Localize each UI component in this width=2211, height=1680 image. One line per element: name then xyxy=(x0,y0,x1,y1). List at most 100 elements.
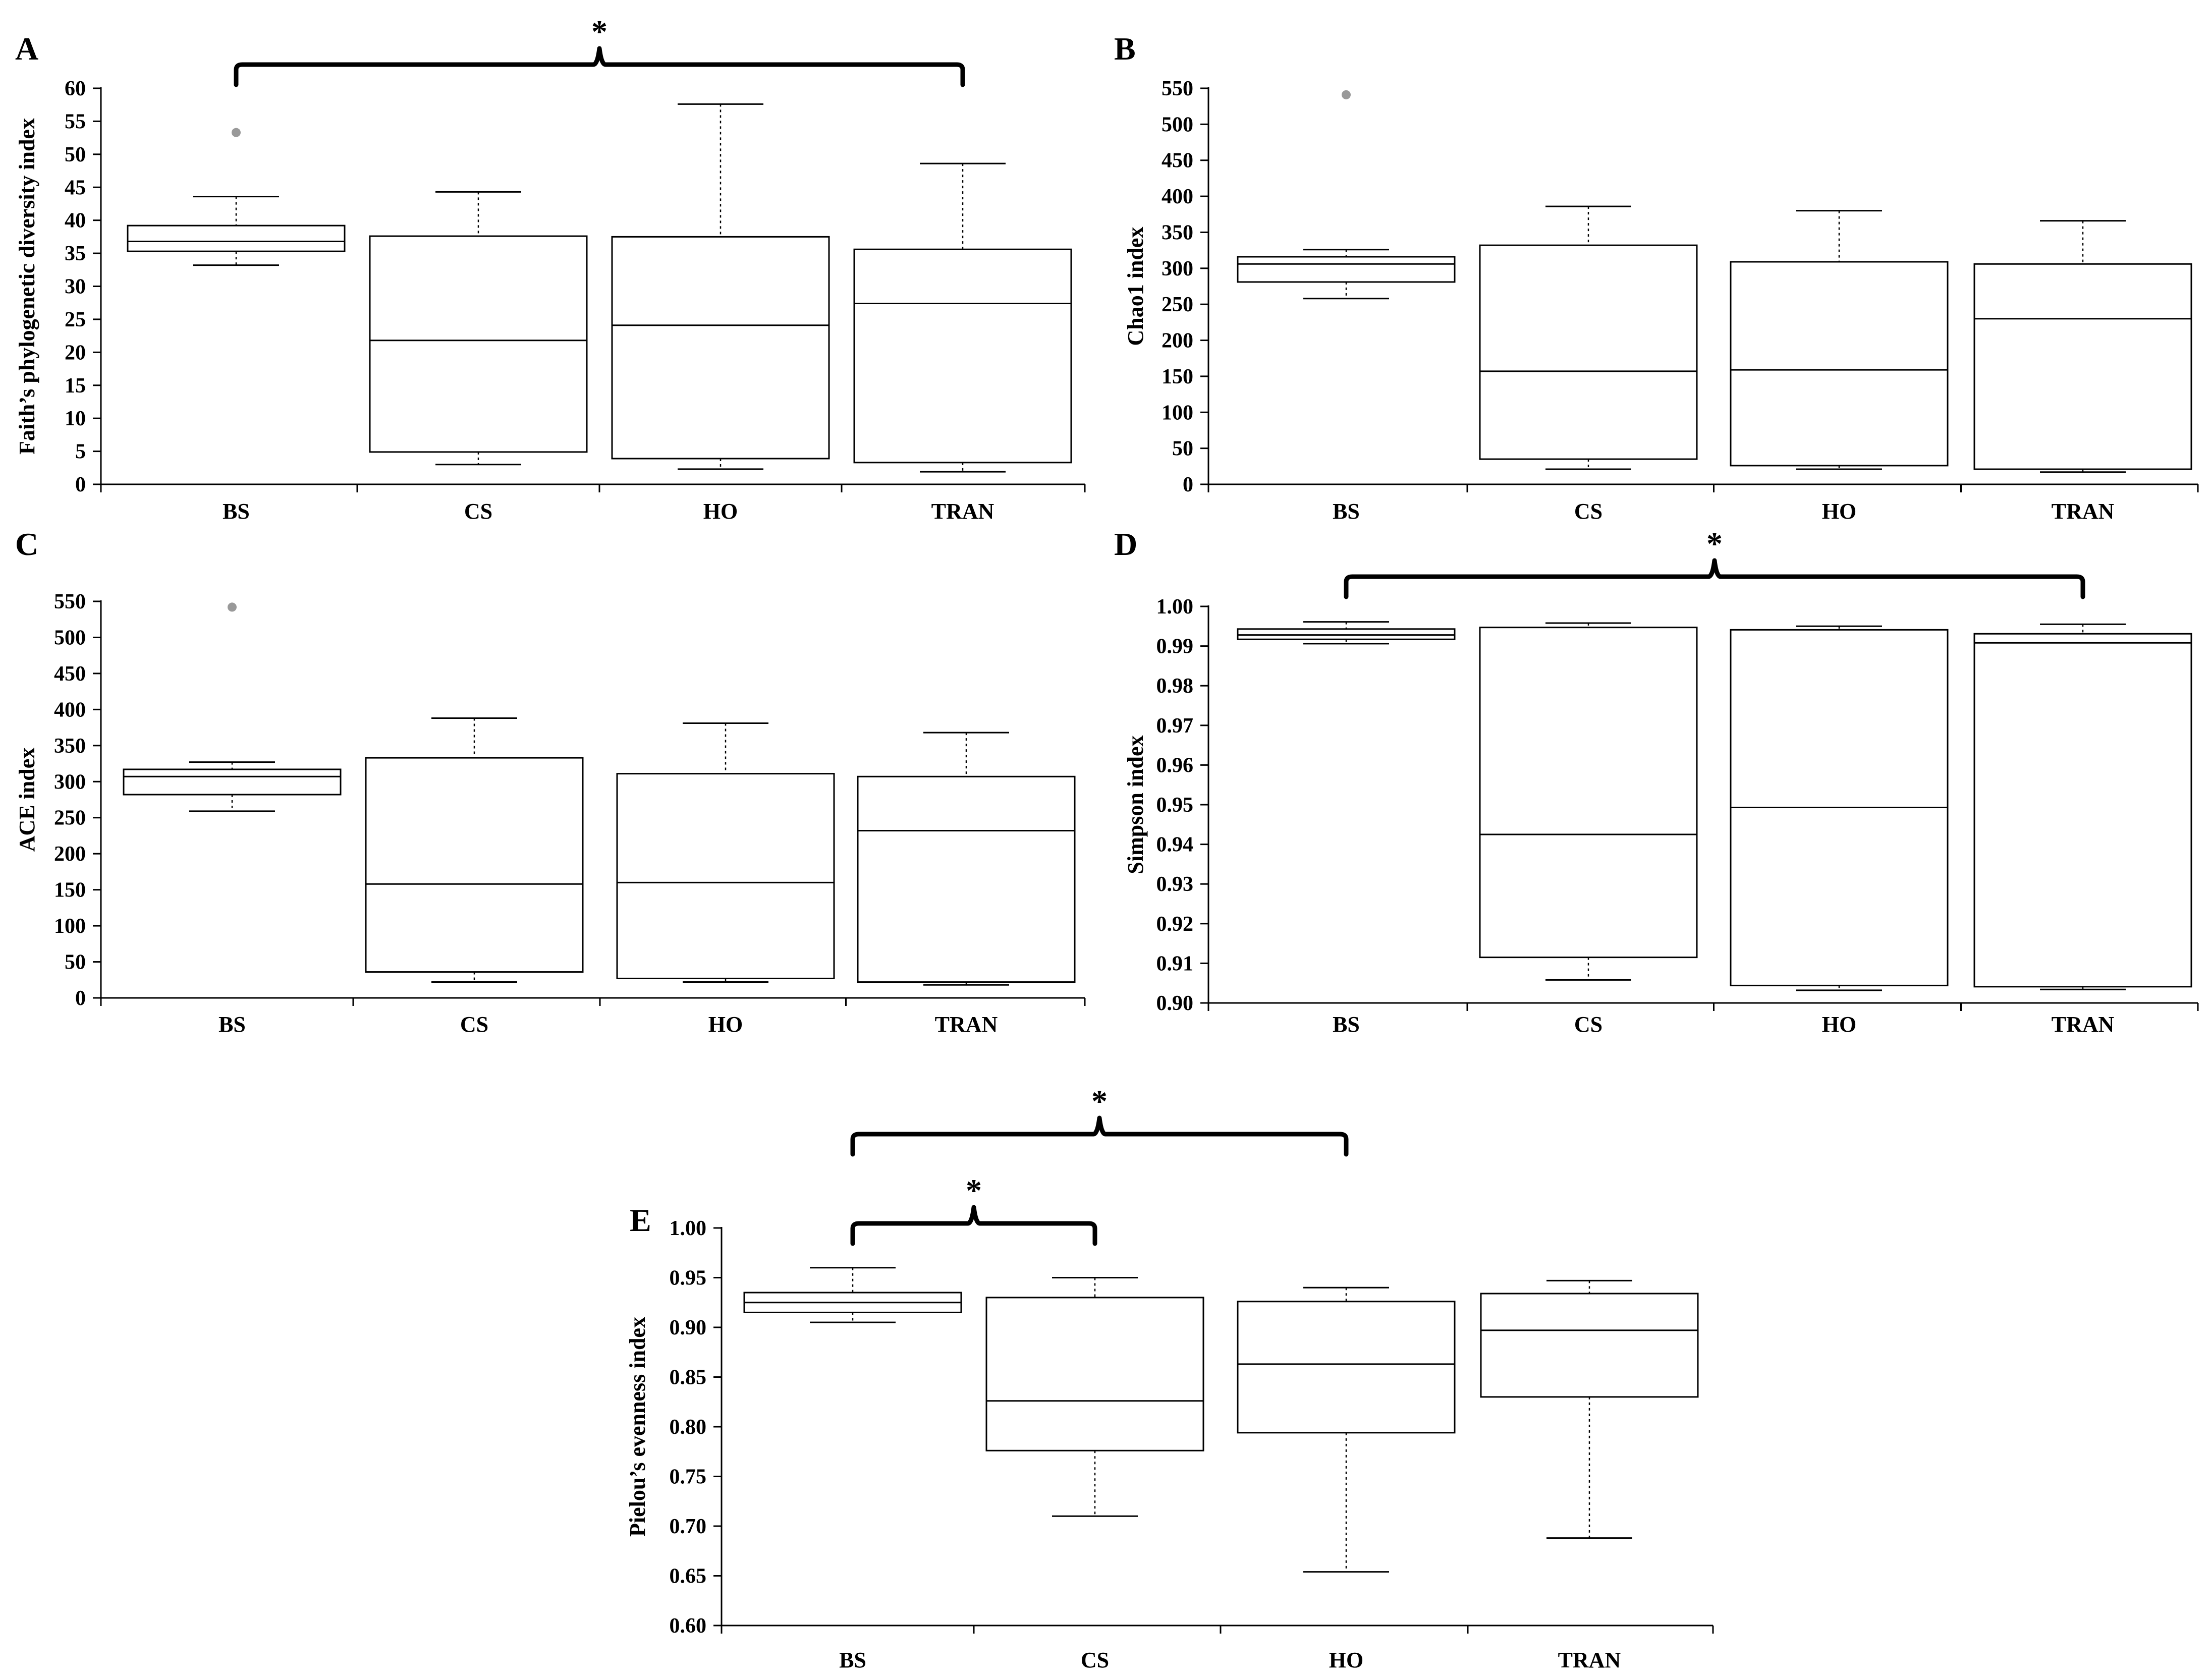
panel-e-category-label: CS xyxy=(1081,1648,1109,1672)
panel-d-category-label: BS xyxy=(1333,1012,1360,1037)
panel-b-y-axis-label: Chao1 index xyxy=(1123,227,1148,346)
panel-c-y-tick-label: 350 xyxy=(54,735,86,758)
iqr-box xyxy=(616,773,835,979)
panel-a-y-tick-label: 30 xyxy=(65,275,86,299)
panel-d-category-label: HO xyxy=(1822,1012,1856,1037)
panel-a-y-tick-label: 20 xyxy=(65,341,86,364)
panel-e-box-ho xyxy=(1237,1286,1456,1573)
iqr-box xyxy=(853,248,1072,464)
iqr-box xyxy=(1237,256,1456,283)
panel-b-box-bs xyxy=(1237,90,1456,300)
iqr-box xyxy=(611,236,830,460)
panel-d-box-ho xyxy=(1730,625,1949,991)
panel-a-category-label: TRAN xyxy=(931,499,994,524)
panel-a-box-bs xyxy=(127,128,346,266)
panel-a-category-label: CS xyxy=(464,499,492,524)
iqr-box xyxy=(857,775,1076,983)
panel-a-significance-bracket xyxy=(234,46,965,87)
panel-d-box-cs xyxy=(1479,622,1698,981)
panel-d-letter: D xyxy=(1114,526,1137,562)
panel-c-y-tick-label: 300 xyxy=(54,770,86,794)
iqr-box xyxy=(1237,628,1456,640)
panel-a-y-tick-label: 45 xyxy=(65,176,86,199)
panel-a-y-tick-label: 25 xyxy=(65,308,86,331)
panel-c-box-cs xyxy=(365,717,584,983)
panel-d-y-tick-label: 0.92 xyxy=(1156,913,1194,936)
panel-b-box-cs xyxy=(1479,205,1698,470)
panel-a-category-label: HO xyxy=(703,499,738,524)
panel-c-box-tran xyxy=(857,732,1076,986)
panel-e-y-tick-label: 0.65 xyxy=(670,1565,707,1588)
panel-a-box-ho xyxy=(611,103,830,470)
iqr-box xyxy=(127,225,346,252)
panel-c-y-tick-label: 200 xyxy=(54,843,86,866)
panel-c-y-tick-label: 50 xyxy=(65,951,86,974)
panel-c-box-bs xyxy=(123,602,342,812)
panel-c-box-ho xyxy=(616,722,835,983)
panel-d-y-tick-label: 0.93 xyxy=(1156,873,1194,896)
panel-b-chart: B 0 50 100 150 200 250 300 350 400 450 500 550 Chao1 … xyxy=(1114,31,2199,524)
panel-b-y-tick-label: 500 xyxy=(1162,113,1193,136)
panel-c-y-tick-label: 100 xyxy=(54,915,86,938)
panel-e-y-tick-label: 0.95 xyxy=(670,1267,707,1290)
panel-a-y-tick-label: 10 xyxy=(65,407,86,430)
panel-a-y-tick-label: 0 xyxy=(75,473,86,496)
iqr-box xyxy=(1973,263,2192,470)
panel-c-y-axis-label: ACE index xyxy=(15,748,39,852)
panel-a-y-tick-label: 15 xyxy=(65,374,86,398)
panel-e-letter: E xyxy=(630,1202,651,1238)
panel-d-y-tick-label: 0.95 xyxy=(1156,794,1194,817)
iqr-box xyxy=(1480,1293,1699,1398)
panel-e-y-tick-label: 0.85 xyxy=(670,1366,707,1389)
panel-e-y-tick-label: 0.90 xyxy=(670,1316,707,1339)
panel-d-significance-bracket xyxy=(1344,558,2085,599)
panel-d-y-tick-label: 0.99 xyxy=(1156,635,1194,658)
panel-a-letter: A xyxy=(15,31,38,67)
panel-a-box-tran xyxy=(853,162,1072,473)
panel-c-letter: C xyxy=(15,526,38,562)
panel-a-y-tick-label: 50 xyxy=(65,143,86,166)
panel-b-category-label: HO xyxy=(1822,499,1856,524)
iqr-box xyxy=(365,757,584,973)
panel-b-y-tick-label: 550 xyxy=(1162,77,1193,100)
panel-b-category-label: TRAN xyxy=(2052,499,2115,524)
panel-e-category-label: HO xyxy=(1329,1648,1363,1672)
panel-a-y-axis-label: Faith’s phylogenetic diversity index xyxy=(15,118,39,455)
panel-d-significance-label: * xyxy=(1706,526,1723,562)
outlier-point xyxy=(232,128,241,137)
panel-b-box-ho xyxy=(1730,210,1949,470)
panel-a-y-tick-label: 60 xyxy=(65,77,86,100)
panel-c-chart: C 0 50 100 150 200 250 300 350 400 450 500 550 ACE in… xyxy=(15,526,1086,1037)
panel-d-category-label: TRAN xyxy=(2052,1012,2115,1037)
panel-b-y-tick-label: 0 xyxy=(1183,473,1193,496)
panel-a-category-label: BS xyxy=(223,499,250,524)
panel-d-y-tick-label: 0.98 xyxy=(1156,675,1194,698)
panel-c-y-tick-label: 450 xyxy=(54,662,86,686)
panel-c-y-tick-label: 550 xyxy=(54,590,86,613)
iqr-box xyxy=(123,768,342,796)
panel-e-chart: E 0.60 0.65 0.70 0.75 0.80 0.85 0.90 0.95 1.00 Pie… xyxy=(625,1083,1714,1672)
panel-e-significance-bracket xyxy=(850,1205,1097,1246)
panel-e-significance-bracket xyxy=(850,1115,1349,1157)
panel-d-chart: D 0.90 0.91 0.92 0.93 0.94 0.95 0.96 0.97 0.98 0.9… xyxy=(1114,526,2199,1037)
panel-c-category-label: TRAN xyxy=(935,1012,998,1037)
panel-b-y-tick-label: 350 xyxy=(1162,221,1193,244)
panel-d-box-bs xyxy=(1237,621,1456,645)
panel-b-y-tick-label: 50 xyxy=(1172,437,1193,461)
panel-a-box-cs xyxy=(369,191,588,466)
panel-b-y-tick-label: 250 xyxy=(1162,293,1193,316)
iqr-box xyxy=(369,235,588,453)
panel-c-category-label: BS xyxy=(218,1012,246,1037)
panel-e-box-tran xyxy=(1480,1279,1699,1539)
panel-d-y-tick-label: 0.96 xyxy=(1156,754,1194,777)
panel-b-y-tick-label: 300 xyxy=(1162,257,1193,281)
panel-b-y-tick-label: 150 xyxy=(1162,365,1193,388)
panel-d-y-tick-label: 1.00 xyxy=(1156,595,1194,619)
panel-c-y-tick-label: 500 xyxy=(54,626,86,649)
panel-d-y-tick-label: 0.97 xyxy=(1156,714,1194,738)
panel-d-y-tick-label: 0.94 xyxy=(1156,833,1194,857)
panel-b-y-tick-label: 400 xyxy=(1162,185,1193,208)
iqr-box xyxy=(1730,261,1949,467)
outlier-point xyxy=(228,602,237,612)
